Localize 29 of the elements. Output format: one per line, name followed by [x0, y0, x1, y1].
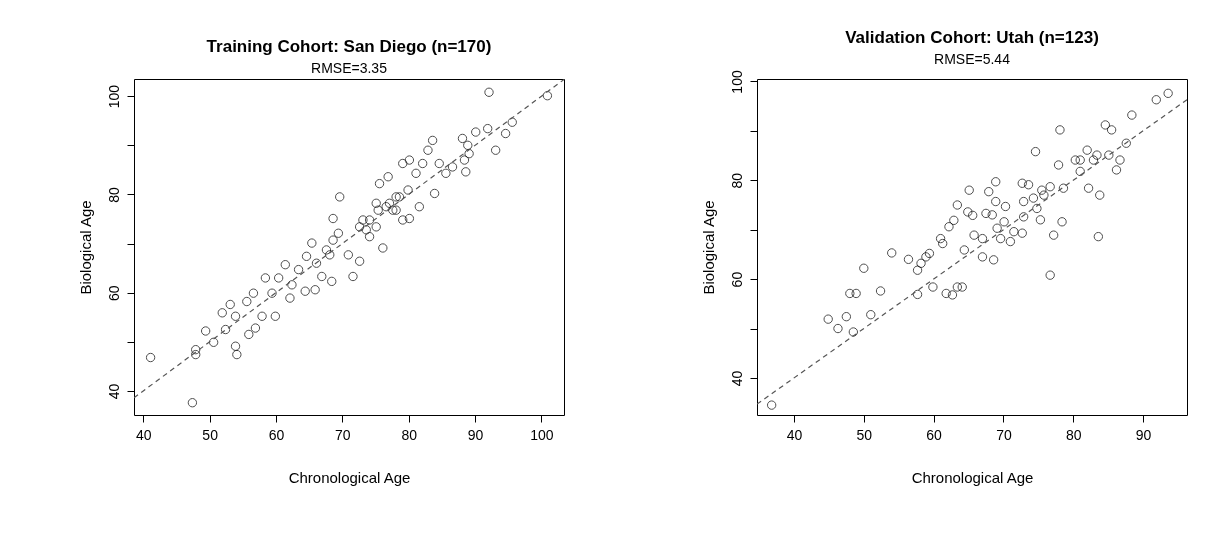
- x-tick-label: 50: [856, 426, 873, 443]
- x-tick-label: 70: [996, 426, 1012, 443]
- x-axis-title: Chronological Age: [288, 468, 411, 486]
- y-tick-label: 40: [728, 370, 745, 387]
- x-tick-label: 40: [786, 426, 803, 443]
- x-tick-label: 80: [401, 426, 418, 443]
- chart-title: Validation Cohort: Utah (n=123): [845, 27, 1099, 47]
- x-tick-label: 90: [467, 426, 484, 443]
- x-tick-label: 80: [1065, 426, 1082, 443]
- y-tick-label: 100: [105, 84, 122, 109]
- x-axis-title: Chronological Age: [911, 468, 1034, 486]
- x-tick-label: 70: [335, 426, 351, 443]
- chart-subtitle: RMSE=5.44: [934, 50, 1011, 67]
- chart-subtitle: RMSE=3.35: [311, 60, 388, 76]
- chart-title: Training Cohort: San Diego (n=170): [206, 37, 492, 56]
- y-tick-label: 40: [105, 383, 122, 400]
- y-tick-label: 60: [105, 285, 122, 301]
- y-tick-label: 80: [105, 186, 122, 203]
- x-tick-label: 60: [268, 426, 285, 443]
- y-tick-label: 80: [728, 172, 745, 189]
- y-axis-title: Biological Age: [76, 200, 94, 295]
- x-tick-label: 40: [136, 426, 152, 443]
- x-tick-label: 60: [926, 426, 943, 443]
- x-tick-label: 100: [530, 426, 554, 443]
- y-axis-title: Biological Age: [699, 200, 717, 295]
- y-tick-label: 100: [728, 70, 745, 94]
- x-tick-label: 50: [202, 426, 219, 443]
- x-tick-label: 90: [1135, 426, 1152, 443]
- y-tick-label: 60: [728, 271, 745, 288]
